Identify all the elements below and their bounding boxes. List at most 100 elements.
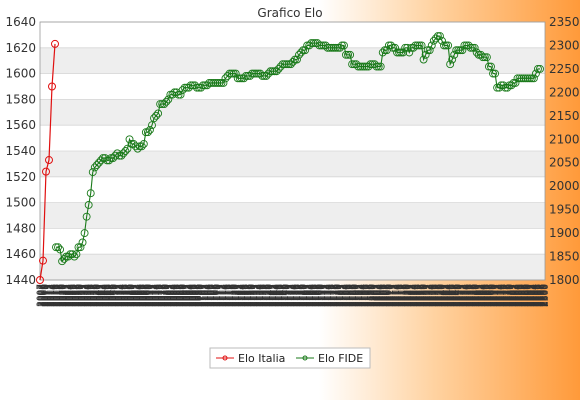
x-tick-label: 2277 (501, 284, 511, 307)
x-tick-label: 2271 (491, 284, 501, 307)
x-tick-label: 2244 (444, 284, 454, 307)
x-tick-label: 2154 (290, 284, 300, 307)
point-elo-fide (284, 60, 293, 69)
x-tick-label: 2134 (255, 284, 265, 307)
point-elo-fide (266, 67, 275, 76)
point-elo-fide (154, 109, 163, 118)
point-elo-fide (444, 41, 453, 50)
x-tick-label: 2227 (415, 284, 425, 307)
x-tick-label: 2134 (255, 284, 265, 307)
x-tick-label: 2139 (263, 284, 273, 307)
point-elo-fide (480, 53, 489, 62)
x-tick-label: 2175 (326, 284, 336, 307)
point-elo-fide (58, 257, 67, 266)
x-tick-label: 2214 (393, 284, 403, 307)
x-tick-label: 2167 (312, 284, 322, 307)
point-elo-fide (435, 32, 444, 41)
x-tick-label: 2228 (416, 284, 426, 307)
x-tick-label: 2109 (212, 284, 222, 307)
x-tick-label: 2222 (406, 284, 416, 307)
point-elo-fide (80, 229, 89, 238)
x-tick-label: 2223 (409, 284, 419, 307)
x-tick-label: 2115 (223, 284, 233, 307)
left-tick-label: 1560 (5, 118, 36, 132)
x-tick-label: 2249 (453, 284, 463, 307)
x-tick-label: 2041 (95, 284, 105, 307)
x-tick-label: 2145 (273, 284, 283, 307)
point-elo-fide (456, 46, 465, 55)
x-tick-label: 2092 (182, 284, 192, 307)
point-elo-fide (96, 156, 105, 165)
x-tick-label: 2112 (217, 284, 227, 307)
x-tick-label: 2261 (473, 284, 483, 307)
x-tick-label: 2197 (364, 284, 374, 307)
x-tick-label: 2255 (464, 284, 474, 307)
x-tick-label: 2037 (88, 284, 98, 307)
x-tick-label: 2285 (515, 284, 525, 307)
x-tick-label: 2129 (246, 284, 256, 307)
point-elo-fide (531, 69, 540, 78)
x-tick-label: 2072 (149, 284, 159, 307)
x-tick-label: 2147 (278, 284, 288, 307)
x-tick-label: 2156 (293, 284, 303, 307)
x-tick-label: 2187 (346, 284, 356, 307)
point-elo-fide (513, 74, 522, 83)
chart-title: Grafico Elo (257, 6, 322, 20)
x-tick-label: 2211 (388, 284, 398, 307)
point-elo-fide (301, 46, 310, 55)
x-tick-label: 2068 (141, 284, 151, 307)
x-tick-label: 2009 (39, 284, 49, 307)
x-tick-label: 2241 (439, 284, 449, 307)
x-tick-label: 2261 (474, 284, 484, 307)
point-elo-fide (248, 69, 257, 78)
x-tick-label: 2296 (534, 284, 544, 307)
point-elo-italia (36, 276, 44, 284)
x-tick-label: 2023 (64, 284, 74, 307)
x-tick-label: 2298 (538, 284, 548, 307)
x-tick-label: 2015 (50, 284, 60, 307)
point-elo-fide (299, 46, 308, 55)
x-tick-label: 2250 (455, 284, 465, 307)
x-tick-label: 2274 (496, 284, 506, 307)
point-elo-fide (68, 250, 77, 259)
x-tick-label: 2213 (391, 284, 401, 307)
x-tick-label: 2231 (422, 284, 432, 307)
x-tick-label: 2039 (91, 284, 101, 307)
x-tick-label: 2288 (519, 284, 529, 307)
x-tick-label: 2224 (410, 284, 420, 307)
x-tick-label: 2258 (469, 284, 479, 307)
point-elo-fide (221, 74, 230, 83)
x-tick-label: 2248 (451, 284, 461, 307)
point-elo-fide (143, 128, 152, 137)
x-tick-label: 2042 (96, 284, 106, 307)
plot-band (40, 254, 545, 280)
x-tick-label: 2130 (248, 284, 258, 307)
point-elo-fide (54, 243, 62, 252)
x-tick-label: 2098 (193, 284, 203, 307)
x-tick-label: 2104 (204, 284, 214, 307)
x-tick-label: 2291 (525, 284, 535, 307)
x-tick-label: 2052 (114, 284, 124, 307)
x-tick-label: 2080 (162, 284, 172, 307)
x-tick-label: 2107 (208, 284, 218, 307)
x-tick-label: 2292 (527, 284, 537, 307)
x-tick-label: 2264 (479, 284, 489, 307)
x-tick-label: 2097 (192, 284, 202, 307)
x-tick-label: 2277 (501, 284, 511, 307)
point-elo-fide (429, 36, 438, 45)
x-tick-label: 2091 (181, 284, 191, 307)
point-elo-fide (395, 48, 404, 57)
x-tick-label: 2106 (207, 284, 217, 307)
x-tick-label: 2118 (228, 284, 238, 307)
x-tick-label: 2058 (125, 284, 135, 307)
x-tick-label: 2220 (403, 284, 413, 307)
point-elo-fide (339, 41, 348, 50)
x-tick-label: 2023 (64, 284, 74, 307)
point-elo-fide (335, 43, 344, 52)
x-tick-label: 2146 (275, 284, 285, 307)
x-tick-label: 2232 (423, 284, 433, 307)
right-tick-label: 2050 (549, 156, 580, 170)
point-elo-fide (250, 69, 259, 78)
point-elo-fide (391, 43, 399, 52)
x-tick-label: 2108 (210, 284, 220, 307)
